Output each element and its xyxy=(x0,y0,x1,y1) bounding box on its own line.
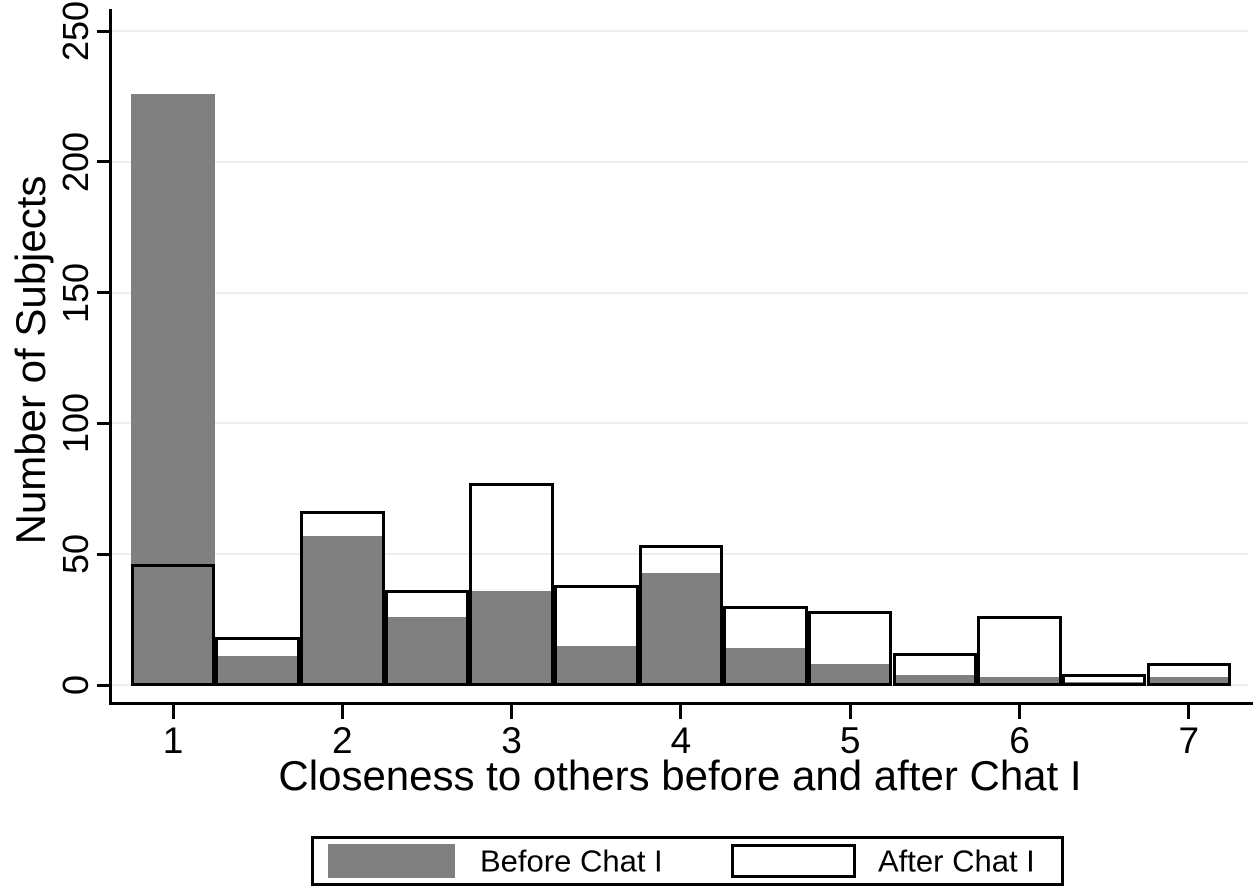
y-tick-label-50: 50 xyxy=(55,534,96,575)
bar-before-3 xyxy=(469,590,554,685)
bar-before-5 xyxy=(807,664,893,685)
gridline-y-200 xyxy=(112,160,1248,163)
legend-swatch-before-chat xyxy=(328,844,455,878)
y-tick-label-0: 0 xyxy=(55,674,96,696)
y-tick-label-250: 250 xyxy=(55,0,96,62)
x-tick-3 xyxy=(510,703,514,719)
legend-swatch-after-chat xyxy=(731,844,856,878)
x-tick-label-6: 6 xyxy=(1009,720,1030,761)
x-tick-1 xyxy=(171,703,175,719)
bar-before-4.5 xyxy=(723,648,808,685)
x-tick-2 xyxy=(340,703,344,719)
gridline-y-250 xyxy=(112,30,1248,32)
y-tick-100 xyxy=(97,421,112,425)
gridline-y-150 xyxy=(112,291,1248,294)
x-tick-label-5: 5 xyxy=(839,720,861,761)
x-tick-6 xyxy=(1018,703,1021,719)
gridline-y-50 xyxy=(112,553,1248,556)
bar-before-6 xyxy=(977,677,1062,685)
bar-after-2 xyxy=(300,511,385,686)
x-tick-7 xyxy=(1187,703,1191,719)
bar-before-7 xyxy=(1146,677,1232,685)
y-tick-200 xyxy=(97,160,112,164)
legend: Before Chat I After Chat I xyxy=(311,836,1064,886)
bar-before-3.5 xyxy=(553,645,639,685)
plot-area xyxy=(112,0,1248,686)
x-tick-5 xyxy=(848,703,852,719)
bar-before-4 xyxy=(638,572,724,685)
y-tick-150 xyxy=(97,291,112,295)
bar-before-2 xyxy=(300,535,385,685)
bar-after-4 xyxy=(638,545,724,686)
x-axis-title: Closeness to others before and after Cha… xyxy=(278,752,1082,799)
y-tick-50 xyxy=(97,552,112,556)
bar-after-6 xyxy=(977,615,1062,686)
gridline-y-100 xyxy=(112,422,1248,425)
bar-before-1 xyxy=(130,93,216,685)
bar-after-3 xyxy=(469,482,554,686)
bar-before-5.5 xyxy=(892,674,978,685)
x-tick-label-2: 2 xyxy=(332,720,353,761)
bar-after-6.5 xyxy=(1061,673,1147,686)
x-tick-label-3: 3 xyxy=(501,720,522,761)
bar-after-3.5 xyxy=(553,584,639,686)
bar-after-1.5 xyxy=(215,636,300,686)
legend-label-before-chat: Before Chat I xyxy=(480,843,663,879)
bar-after-4.5 xyxy=(723,605,808,686)
y-tick-label-200: 200 xyxy=(55,131,96,192)
bar-before-1.5 xyxy=(215,656,300,685)
bar-after-2.5 xyxy=(384,589,470,686)
x-tick-label-1: 1 xyxy=(162,720,184,761)
y-tick-label-100: 100 xyxy=(55,393,96,454)
y-axis-line xyxy=(109,9,112,705)
bar-after-5 xyxy=(807,610,893,686)
x-tick-label-4: 4 xyxy=(670,720,692,761)
x-tick-4 xyxy=(679,703,683,719)
bar-after-1 xyxy=(130,563,216,686)
y-axis-title: Number of Subjects xyxy=(7,175,54,545)
y-tick-0 xyxy=(97,683,112,687)
bar-after-5.5 xyxy=(892,652,978,686)
y-tick-label-150: 150 xyxy=(55,262,96,323)
y-tick-250 xyxy=(97,29,112,33)
bar-after-7 xyxy=(1146,663,1232,686)
x-tick-label-7: 7 xyxy=(1178,720,1200,761)
bar-before-2.5 xyxy=(384,616,470,685)
legend-label-after-chat: After Chat I xyxy=(878,843,1035,879)
